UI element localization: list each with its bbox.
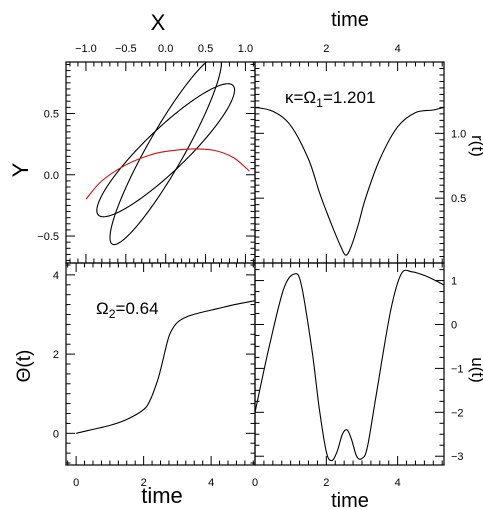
top-left-x-tick-label: 1.0 — [238, 43, 253, 55]
panel-top-right-ticks — [254, 61, 444, 264]
panel-top-right-series-0-line — [255, 106, 444, 256]
panel-top-right-series — [255, 106, 444, 256]
panel-bottom-left-ticks — [66, 263, 255, 465]
top-right-x-tick-label: 2 — [323, 43, 329, 55]
bottom-right-y-tick-label: −2 — [451, 407, 464, 419]
bottom-right-x-tick-label: 0 — [252, 477, 258, 489]
bottom-left-x-tick-label: 4 — [208, 477, 214, 489]
panels-group: −1.0 −0.5 0.0 0.5 1.0 −0.5 0.0 0.5 X Y 2 4 0.5 1.0 tim… — [8, 9, 483, 510]
bottom-left-x-tick-label: 2 — [141, 477, 147, 489]
panel-top-left-ticks — [66, 62, 255, 263]
panel-bottom-left-series-0-line — [76, 300, 255, 434]
bottom-left-x-tick-label: 0 — [73, 477, 79, 489]
panel-bottom-right-frame — [254, 262, 445, 466]
bottom-right-ylabel: u(t) — [468, 357, 483, 383]
panel-top-left-series-0-line — [96, 83, 236, 218]
top-left-x-tick-label: 0.0 — [158, 43, 173, 55]
top-right-annotation: κ=Ω1=1.201 — [285, 88, 375, 110]
panel-top-left-frame — [65, 61, 256, 264]
panel-top-left-series — [85, 62, 250, 246]
top-right-xlabel: time — [331, 9, 369, 31]
bottom-left-y-tick-label: 2 — [53, 349, 59, 361]
bottom-right-y-tick-label: −3 — [451, 451, 464, 463]
top-left-y-tick-label: 0.5 — [44, 108, 59, 120]
top-right-y-tick-label: 0.5 — [451, 193, 466, 205]
panel-top-left-series-2-line — [85, 148, 250, 200]
panel-top-left-series-1-line — [109, 62, 222, 246]
panel-bottom-left-frame — [65, 262, 256, 466]
top-left-x-tick-label: −0.5 — [115, 43, 137, 55]
bottom-left-y-tick-label: 0 — [53, 428, 59, 440]
top-right-y-tick-label: 1.0 — [451, 128, 466, 140]
top-left-x-tick-label: 0.5 — [198, 43, 213, 55]
top-left-ylabel: Y — [8, 162, 33, 177]
bottom-right-x-tick-label: 4 — [395, 477, 401, 489]
bottom-right-x-tick-label: 2 — [323, 477, 329, 489]
bottom-left-xlabel: time — [141, 483, 183, 508]
top-right-x-tick-label: 4 — [395, 43, 401, 55]
top-left-y-tick-label: −0.5 — [37, 231, 59, 243]
top-right-ylabel: r(t) — [468, 135, 483, 157]
bottom-left-annotation: Ω2=0.64 — [96, 299, 159, 321]
bottom-right-y-tick-label: −1 — [451, 363, 464, 375]
panel-bottom-right-series-0-line — [255, 269, 444, 462]
panel-bottom-right-series — [255, 269, 444, 462]
bottom-right-y-tick-label: 1 — [451, 276, 457, 288]
top-left-xlabel: X — [151, 10, 166, 35]
bottom-left-y-tick-label: 4 — [53, 270, 59, 282]
bottom-right-xlabel: time — [331, 490, 369, 510]
top-left-y-tick-label: 0.0 — [44, 170, 59, 182]
top-left-x-tick-label: −1.0 — [75, 43, 97, 55]
panel-bottom-left-series — [76, 300, 255, 434]
bottom-right-y-tick-label: 0 — [451, 319, 457, 331]
bottom-left-ylabel: Θ(t) — [14, 350, 35, 383]
